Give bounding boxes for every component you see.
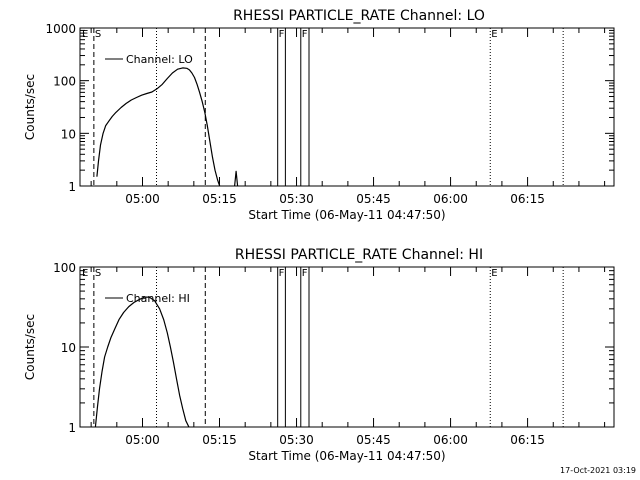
event-flag-label: S (95, 29, 101, 40)
y-tick-label: 10 (61, 127, 76, 141)
y-axis-label: Counts/sec (23, 74, 37, 140)
rate-series-line (96, 67, 221, 187)
y-tick-label: 100 (53, 75, 76, 89)
x-tick-label: 05:15 (202, 433, 237, 447)
timestamp-footer: 17-Oct-2021 03:19 (560, 466, 636, 475)
chart-title: RHESSI PARTICLE_RATE Channel: HI (235, 247, 483, 263)
event-flag-label: F (302, 268, 308, 279)
x-tick-label: 05:30 (279, 433, 314, 447)
rate-series-line (94, 296, 190, 428)
y-axis-label: Counts/sec (23, 314, 37, 380)
spike-series-line (234, 170, 239, 187)
x-tick-label: 05:00 (125, 192, 160, 206)
edge-flag-label: E (82, 29, 88, 40)
x-tick-label: 05:45 (356, 433, 391, 447)
x-tick-label: 06:15 (510, 192, 545, 206)
y-tick-label: 1 (68, 421, 76, 435)
x-tick-label: 05:15 (202, 192, 237, 206)
event-flag-label: F (279, 268, 285, 279)
y-tick-label: 10 (61, 341, 76, 355)
y-tick-label: 100 (53, 261, 76, 275)
lo-channel-panel: RHESSI PARTICLE_RATE Channel: LO 1 10 100 10… (23, 8, 615, 222)
event-flag-label: E (491, 29, 497, 40)
y-tick-label: 1000 (45, 22, 76, 36)
y-tick-label: 1 (68, 180, 76, 194)
event-flag-label: E (491, 268, 497, 279)
plot-frame (79, 266, 615, 428)
edge-flag-label: E (82, 268, 88, 279)
event-flag-label: F (279, 29, 285, 40)
x-tick-label: 05:45 (356, 192, 391, 206)
x-tick-label: 05:00 (125, 433, 160, 447)
event-flag-label: S (95, 268, 101, 279)
x-tick-label: 05:30 (279, 192, 314, 206)
legend-label: Channel: HI (126, 292, 190, 305)
event-flag-label: F (302, 29, 308, 40)
legend-label: Channel: LO (126, 53, 193, 66)
x-axis-label: Start Time (06-May-11 04:47:50) (248, 208, 445, 222)
hi-channel-panel: RHESSI PARTICLE_RATE Channel: HI 1 10 100 05… (23, 247, 615, 463)
x-tick-label: 06:00 (433, 433, 468, 447)
chart-title: RHESSI PARTICLE_RATE Channel: LO (233, 8, 485, 24)
x-axis-label: Start Time (06-May-11 04:47:50) (248, 449, 445, 463)
plot-frame (79, 27, 615, 187)
x-tick-label: 06:00 (433, 192, 468, 206)
x-tick-label: 06:15 (510, 433, 545, 447)
